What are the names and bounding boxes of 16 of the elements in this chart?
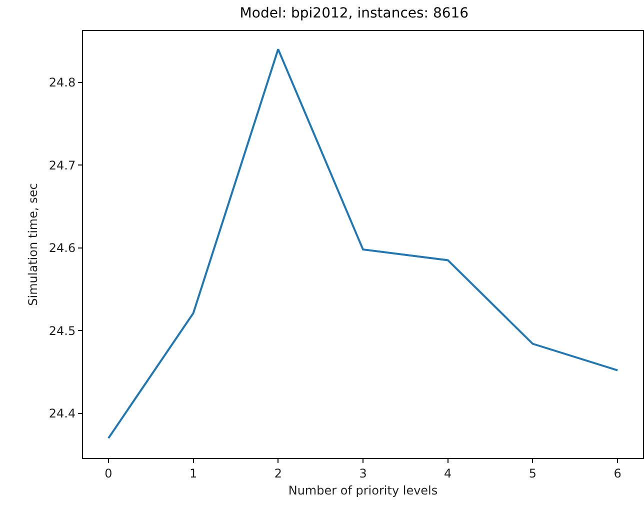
y-tick-label: 24.7 — [48, 158, 76, 172]
x-tick-label: 2 — [274, 466, 282, 480]
x-tick-label: 1 — [189, 466, 198, 480]
x-axis-title: Number of priority levels — [288, 483, 438, 498]
x-tick-label: 6 — [614, 466, 622, 480]
y-axis-title: Simulation time, sec — [26, 183, 40, 306]
chart-title: Model: bpi2012, instances: 8616 — [240, 5, 469, 22]
y-tick-label: 24.6 — [48, 241, 76, 256]
x-tick-label: 4 — [444, 466, 452, 480]
y-tick-label: 24.5 — [48, 324, 76, 338]
y-tick-label: 24.4 — [48, 406, 76, 421]
x-tick-label: 5 — [528, 466, 537, 480]
y-tick-label: 24.8 — [48, 76, 76, 90]
x-tick-label: 0 — [104, 466, 112, 480]
line-series — [107, 48, 619, 440]
x-tick-label: 3 — [359, 466, 367, 480]
